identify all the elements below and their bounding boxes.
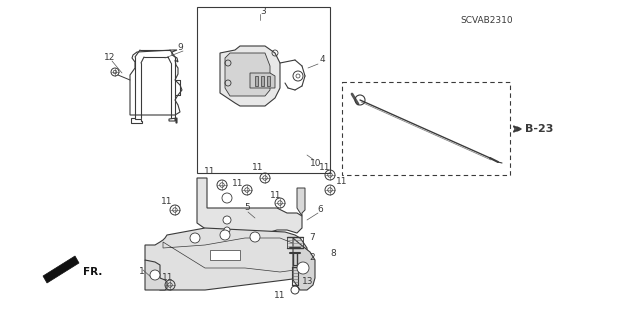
- Polygon shape: [297, 188, 305, 216]
- Polygon shape: [293, 238, 315, 290]
- Text: 11: 11: [232, 179, 244, 188]
- Text: 11: 11: [336, 177, 348, 187]
- Text: 11: 11: [319, 162, 331, 172]
- Text: 11: 11: [275, 291, 285, 300]
- Text: 11: 11: [270, 190, 282, 199]
- Polygon shape: [261, 76, 264, 86]
- Polygon shape: [43, 256, 79, 283]
- Text: 5: 5: [244, 204, 250, 212]
- Text: 8: 8: [330, 249, 336, 257]
- Text: 11: 11: [163, 273, 173, 283]
- Text: SCVAB2310: SCVAB2310: [460, 16, 513, 25]
- Polygon shape: [145, 260, 167, 290]
- Bar: [197, 7, 330, 173]
- Text: 10: 10: [310, 159, 322, 167]
- Circle shape: [250, 232, 260, 242]
- Circle shape: [150, 270, 160, 280]
- Circle shape: [222, 193, 232, 203]
- Polygon shape: [220, 46, 280, 106]
- Circle shape: [223, 216, 231, 224]
- Text: B-23: B-23: [525, 124, 553, 134]
- Text: 11: 11: [161, 197, 173, 206]
- Polygon shape: [250, 73, 275, 88]
- Text: 7: 7: [309, 234, 315, 242]
- Circle shape: [220, 230, 230, 240]
- Text: 6: 6: [317, 205, 323, 214]
- Text: 11: 11: [252, 164, 264, 173]
- Text: 3: 3: [260, 6, 266, 16]
- Polygon shape: [210, 250, 240, 260]
- Circle shape: [224, 227, 230, 233]
- Polygon shape: [267, 76, 270, 86]
- Circle shape: [190, 233, 200, 243]
- Text: 12: 12: [104, 53, 116, 62]
- Circle shape: [297, 262, 309, 274]
- Text: 11: 11: [204, 167, 216, 176]
- Polygon shape: [145, 228, 307, 290]
- Text: 2: 2: [309, 253, 315, 262]
- Text: 4: 4: [319, 56, 325, 64]
- Text: 9: 9: [177, 42, 183, 51]
- Polygon shape: [225, 53, 270, 96]
- Text: 1: 1: [139, 268, 145, 277]
- Text: FR.: FR.: [83, 267, 102, 277]
- Polygon shape: [197, 178, 302, 238]
- Polygon shape: [255, 76, 258, 86]
- Text: 13: 13: [302, 278, 314, 286]
- Bar: [342, 82, 510, 175]
